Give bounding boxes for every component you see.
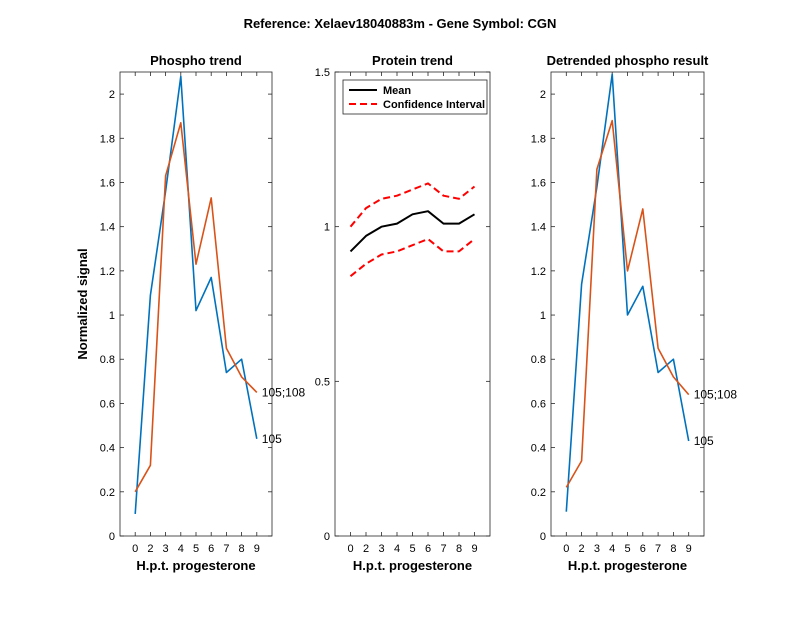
x-tick-label: 2 (579, 543, 585, 555)
legend-entry: Mean (383, 85, 411, 97)
x-tick-label: 3 (594, 543, 600, 555)
y-tick-label: 0.6 (531, 398, 546, 410)
x-tick-label: 3 (163, 543, 169, 555)
y-tick-label: 0.5 (315, 376, 330, 388)
y-tick-label: 1 (540, 310, 546, 322)
x-tick-label: 5 (409, 543, 415, 555)
y-tick-label: 1.5 (315, 67, 330, 79)
x-tick-label: 9 (686, 543, 692, 555)
y-tick-label: 1.2 (531, 266, 546, 278)
chart-title: Phospho trend (150, 53, 242, 68)
y-tick-label: 0 (109, 531, 115, 543)
y-tick-label: 1.2 (100, 266, 115, 278)
figure-title: Reference: Xelaev18040883m - Gene Symbol… (244, 16, 557, 31)
series-end-label: 105 (694, 434, 714, 448)
x-tick-label: 8 (456, 543, 462, 555)
y-tick-label: 0.6 (100, 398, 115, 410)
x-axis-label: H.p.t. progesterone (136, 558, 255, 573)
y-tick-label: 0 (540, 531, 546, 543)
y-tick-label: 1.8 (100, 133, 115, 145)
x-tick-label: 8 (239, 543, 245, 555)
x-tick-label: 5 (624, 543, 630, 555)
series-line-105 (565, 73, 690, 512)
y-tick-label: 1.4 (531, 222, 546, 234)
chart-panels: 00.20.40.60.811.21.41.61.820 2 3 4 5 6 7 8 9Phos… (75, 53, 737, 573)
x-tick-label: 8 (670, 543, 676, 555)
series-line-mean (349, 210, 476, 253)
y-tick-label: 2 (109, 89, 115, 101)
x-tick-label: 7 (440, 543, 446, 555)
y-tick-label: 1.8 (531, 133, 546, 145)
axes-box (334, 71, 491, 537)
x-tick-label: 0 (347, 543, 353, 555)
x-tick-label: 4 (394, 543, 400, 555)
x-axis-label: H.p.t. progesterone (568, 558, 687, 573)
y-tick-label: 1 (324, 222, 330, 234)
chart-title: Protein trend (372, 53, 453, 68)
y-tick-label: 0.2 (531, 487, 546, 499)
legend-box (342, 79, 488, 115)
y-tick-label: 0 (324, 531, 330, 543)
series-line-confidence-interval (349, 182, 476, 228)
y-tick-label: 1 (109, 310, 115, 322)
chart-title: Detrended phospho result (547, 53, 709, 68)
x-tick-label: 2 (363, 543, 369, 555)
y-tick-label: 1.6 (100, 177, 115, 189)
x-tick-label: 6 (640, 543, 646, 555)
series-line-105-108 (134, 122, 258, 493)
y-tick-label: 0.4 (100, 443, 115, 455)
y-tick-label: 0.8 (100, 354, 115, 366)
x-tick-label: 5 (193, 543, 199, 555)
series-line-lower-ci (349, 238, 476, 277)
series-line-105 (134, 75, 258, 514)
x-tick-label: 9 (254, 543, 260, 555)
x-tick-label: 6 (425, 543, 431, 555)
x-tick-label: 7 (223, 543, 229, 555)
x-tick-label: 9 (471, 543, 477, 555)
y-tick-label: 1.6 (531, 177, 546, 189)
x-tick-label: 7 (655, 543, 661, 555)
legend: Mean Confidence Interval (342, 79, 488, 115)
x-tick-label: 0 (132, 543, 138, 555)
x-axis-label: H.p.t. progesterone (353, 558, 472, 573)
x-tick-label: 6 (208, 543, 214, 555)
y-tick-label: 0.4 (531, 443, 546, 455)
series-end-label: 105;108 (262, 385, 306, 399)
x-tick-label: 2 (147, 543, 153, 555)
y-tick-label: 0.8 (531, 354, 546, 366)
chart-panel-3: 00.20.40.60.811.21.41.61.820 2 3 4 5 6 7 8 9Detr… (531, 53, 738, 573)
series-end-label: 105 (262, 432, 282, 446)
x-tick-label: 4 (609, 543, 615, 555)
y-tick-label: 1.4 (100, 222, 115, 234)
x-tick-label: 3 (378, 543, 384, 555)
series-line-105-108 (565, 119, 690, 488)
y-tick-label: 0.2 (100, 487, 115, 499)
chart-panel-1: 00.20.40.60.811.21.41.61.820 2 3 4 5 6 7 8 9Phos… (75, 53, 306, 573)
x-tick-label: 4 (178, 543, 184, 555)
legend-entry: Confidence Interval (383, 99, 485, 111)
x-tick-label: 0 (563, 543, 569, 555)
y-axis-label: Normalized signal (75, 248, 90, 359)
series-end-label: 105;108 (694, 388, 738, 402)
y-tick-label: 2 (540, 89, 546, 101)
